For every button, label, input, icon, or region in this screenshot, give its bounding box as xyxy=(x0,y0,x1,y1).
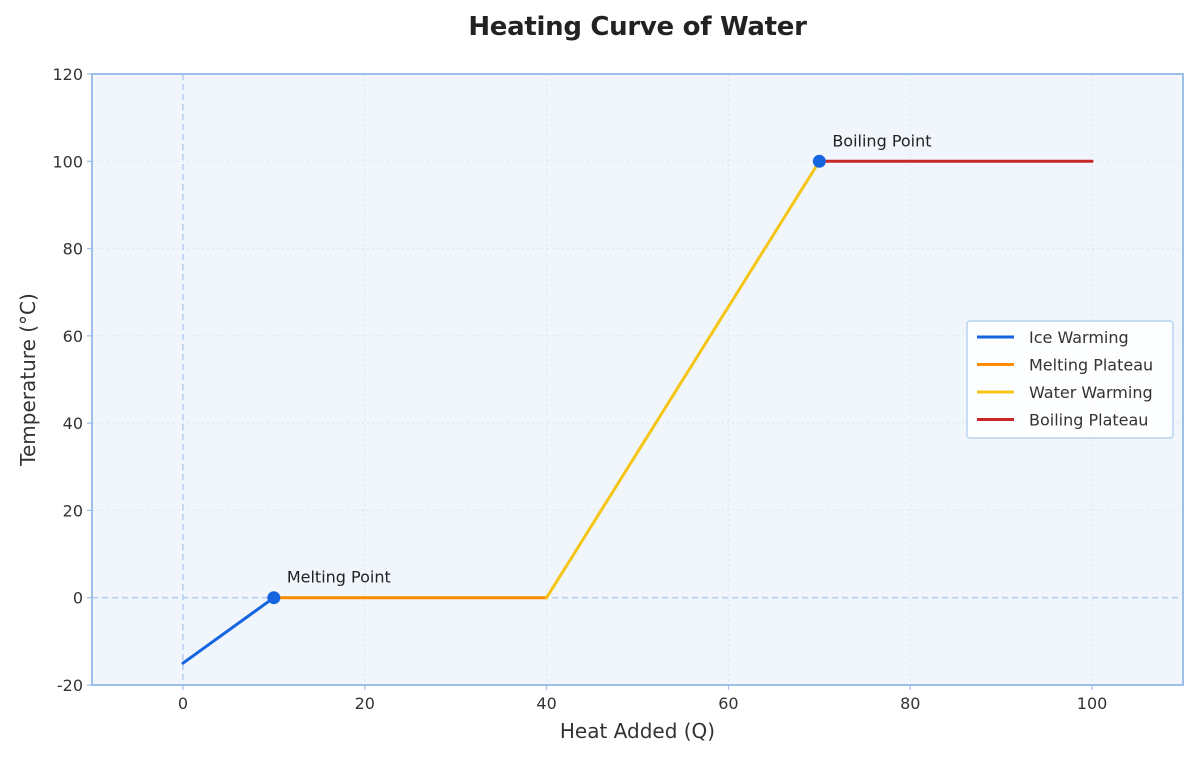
annotations: Melting Point Boiling Point xyxy=(287,131,932,586)
y-tick-labels: -20 0 20 40 60 80 100 120 xyxy=(52,65,92,695)
x-tick-label: 40 xyxy=(536,694,556,713)
annotation-label-1: Boiling Point xyxy=(832,131,931,150)
markers-layer xyxy=(267,154,826,605)
legend-entry-2: Water Warming xyxy=(1029,383,1153,402)
legend-entry-1: Melting Plateau xyxy=(1029,356,1153,375)
x-tick-label: 80 xyxy=(900,694,920,713)
y-axis-label: Temperature (°C) xyxy=(16,293,40,467)
y-tick-label: 40 xyxy=(63,414,83,433)
y-tick-label: -20 xyxy=(57,676,83,695)
y-tick-label: 100 xyxy=(52,152,83,171)
y-tick-label: 20 xyxy=(63,501,83,520)
y-tick-label: 80 xyxy=(63,240,83,259)
annotation-marker-1 xyxy=(812,154,826,168)
y-tick-label: 0 xyxy=(73,589,83,608)
annotation-label-0: Melting Point xyxy=(287,568,391,587)
annotation-marker-0 xyxy=(267,591,281,605)
legend: Ice Warming Melting Plateau Water Warming B… xyxy=(966,320,1174,439)
x-tick-label: 100 xyxy=(1077,694,1108,713)
series-line-2 xyxy=(545,159,821,600)
series-layer xyxy=(181,159,1094,665)
legend-entry-3: Boiling Plateau xyxy=(1029,411,1148,430)
chart-title: Heating Curve of Water xyxy=(468,12,807,42)
y-tick-label: 60 xyxy=(63,327,83,346)
series-line-0 xyxy=(181,596,276,665)
legend-entry-0: Ice Warming xyxy=(1029,328,1129,347)
legend-box xyxy=(966,320,1174,439)
x-tick-label: 20 xyxy=(355,694,375,713)
y-tick-label: 120 xyxy=(52,65,83,84)
x-tick-label: 60 xyxy=(718,694,738,713)
x-tick-labels: 0 20 40 60 80 100 xyxy=(178,685,1108,713)
plot-border xyxy=(91,73,1184,686)
x-tick-label: 0 xyxy=(178,694,188,713)
x-axis-label: Heat Added (Q) xyxy=(560,719,715,743)
